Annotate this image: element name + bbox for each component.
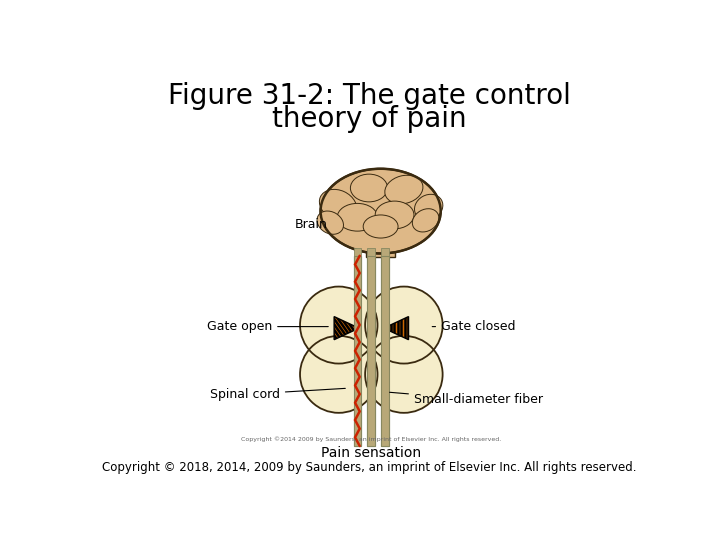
Bar — [367, 248, 375, 257]
Ellipse shape — [317, 211, 343, 234]
Circle shape — [365, 287, 443, 363]
Ellipse shape — [351, 174, 387, 202]
Polygon shape — [384, 316, 408, 340]
Ellipse shape — [413, 209, 438, 232]
Text: Copyright ©2014 2009 by Saunders, an imprint of Elsevier Inc. All rights reserve: Copyright ©2014 2009 by Saunders, an imp… — [241, 437, 501, 442]
Bar — [382, 256, 389, 446]
Bar — [354, 248, 361, 257]
Text: Pain sensation: Pain sensation — [321, 446, 421, 460]
Bar — [367, 256, 375, 446]
Bar — [333, 320, 410, 379]
Circle shape — [365, 336, 443, 413]
Ellipse shape — [320, 168, 441, 253]
Ellipse shape — [375, 201, 414, 229]
Bar — [382, 256, 389, 446]
Text: Small-diameter fiber: Small-diameter fiber — [390, 392, 543, 406]
Text: Gate closed: Gate closed — [432, 320, 516, 333]
Ellipse shape — [320, 190, 356, 220]
Text: Copyright © 2018, 2014, 2009 by Saunders, an imprint of Elsevier Inc. All rights: Copyright © 2018, 2014, 2009 by Saunders… — [102, 462, 636, 475]
Text: Gate open: Gate open — [207, 320, 328, 333]
Polygon shape — [334, 316, 359, 340]
Ellipse shape — [337, 204, 377, 231]
Bar — [354, 256, 361, 446]
Text: Brain: Brain — [295, 219, 328, 232]
Text: theory of pain: theory of pain — [271, 105, 467, 133]
Ellipse shape — [384, 176, 423, 204]
Bar — [366, 248, 395, 257]
Circle shape — [300, 336, 377, 413]
Bar — [367, 256, 375, 446]
Circle shape — [300, 287, 377, 363]
Ellipse shape — [415, 194, 443, 220]
Ellipse shape — [363, 215, 398, 238]
Text: Figure 31-2: The gate control: Figure 31-2: The gate control — [168, 82, 570, 110]
Bar — [382, 248, 389, 257]
Bar — [354, 256, 361, 446]
Text: Spinal cord: Spinal cord — [210, 388, 346, 401]
